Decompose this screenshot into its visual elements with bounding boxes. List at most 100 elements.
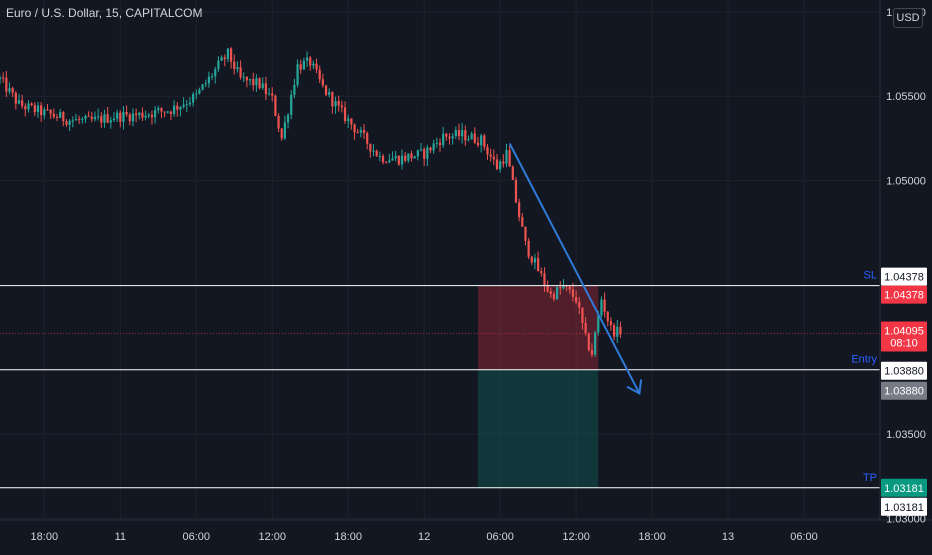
candle-body [540, 271, 543, 274]
candle-body [350, 118, 353, 125]
time-axis[interactable]: 18:00 11 06:00 12:00 18:00 12 06:00 12:00 18:00 1… [31, 531, 818, 543]
candle-body [445, 133, 448, 137]
candle-body [233, 61, 236, 70]
x-tick-label: 18:00 [638, 531, 666, 543]
x-tick-label: 06:00 [486, 531, 514, 543]
candle-body [429, 147, 432, 151]
y-tick-label: 1.05500 [886, 91, 926, 103]
candle-body [480, 135, 483, 146]
candle-body [375, 150, 378, 157]
currency-button[interactable]: USD [893, 8, 923, 28]
candle-body [356, 132, 359, 134]
candle-body [261, 83, 264, 88]
candle-body [372, 150, 375, 152]
candle-body [353, 124, 356, 133]
candle-body [163, 111, 166, 113]
candle-body [290, 94, 293, 115]
candle-body [223, 57, 226, 60]
candle-body [154, 109, 157, 118]
candle-body [343, 107, 347, 122]
candle-body [33, 105, 36, 113]
y-tick-label: 1.05000 [886, 176, 926, 188]
candle-body [277, 115, 280, 129]
candle-body [217, 60, 220, 70]
candle-body [521, 217, 524, 227]
candle-body [603, 299, 606, 312]
x-tick-label: 18:00 [31, 531, 59, 543]
sl-price-badge-text: 1.04378 [884, 290, 924, 302]
candle-body [245, 76, 249, 81]
candle-body [584, 322, 587, 334]
candle-body [366, 133, 369, 144]
candle-body [0, 77, 2, 80]
candle-body [404, 155, 407, 161]
candle-body [594, 332, 597, 355]
candle-body [191, 94, 195, 103]
sl-label: SL [864, 270, 877, 282]
trend-arrow-line[interactable] [508, 143, 641, 394]
candle-body [426, 147, 429, 159]
candle-body [267, 93, 271, 95]
candle-body [385, 162, 388, 164]
candle-body [40, 105, 43, 116]
candle-body [204, 83, 207, 85]
candle-body [68, 120, 71, 125]
sl-price-badge [881, 285, 927, 304]
candle-body [207, 76, 211, 84]
candle-body [59, 112, 62, 118]
candle-body [464, 130, 467, 141]
candle-body [302, 60, 305, 70]
candle-body [46, 109, 49, 111]
candle-body [612, 325, 616, 337]
candle-body [119, 112, 122, 122]
candle-body [179, 106, 182, 110]
candle-body [21, 100, 24, 107]
candle-body [135, 113, 138, 116]
candle-body [597, 315, 600, 333]
candle-body [587, 333, 590, 351]
candle-body [508, 150, 511, 167]
tp-white-badge-text: 1.03181 [884, 502, 924, 514]
candle-body [321, 79, 324, 86]
candle-body [347, 118, 350, 122]
candle-body [131, 113, 135, 122]
take-profit-zone[interactable] [477, 369, 599, 488]
candle-body [432, 143, 435, 151]
candle-body [112, 118, 116, 121]
tp-label: TP [863, 472, 877, 484]
candle-body [255, 78, 258, 86]
candle-body [258, 78, 261, 88]
candle-body [81, 119, 84, 121]
candle-body [78, 119, 81, 121]
candle-body [334, 101, 337, 107]
candle-body [448, 136, 451, 139]
candle-body [369, 143, 372, 152]
candle-body [36, 105, 40, 113]
current-price-badge [881, 321, 927, 352]
stop-loss-zone[interactable] [477, 285, 599, 370]
candle-body [236, 67, 239, 70]
trend-arrow[interactable] [508, 143, 643, 395]
candle-body [423, 149, 426, 159]
candle-body [5, 77, 8, 92]
y-tick-label: 1.03000 [886, 513, 926, 525]
candle-body [198, 89, 201, 94]
candle-body [397, 156, 400, 165]
candle-body [97, 116, 100, 118]
candle-body [271, 93, 274, 96]
candle-body [172, 105, 176, 115]
candle-body [543, 273, 546, 286]
candle-body [128, 114, 131, 122]
candle-body [400, 155, 404, 165]
candle-body [483, 135, 486, 147]
candle-body [274, 95, 277, 116]
candle-body [391, 158, 394, 161]
candle-body [470, 133, 473, 140]
candle-body [337, 101, 340, 106]
candle-body [575, 296, 578, 303]
candle-body [476, 142, 480, 146]
candle-body [438, 142, 442, 146]
tp-price-badge [881, 478, 927, 497]
